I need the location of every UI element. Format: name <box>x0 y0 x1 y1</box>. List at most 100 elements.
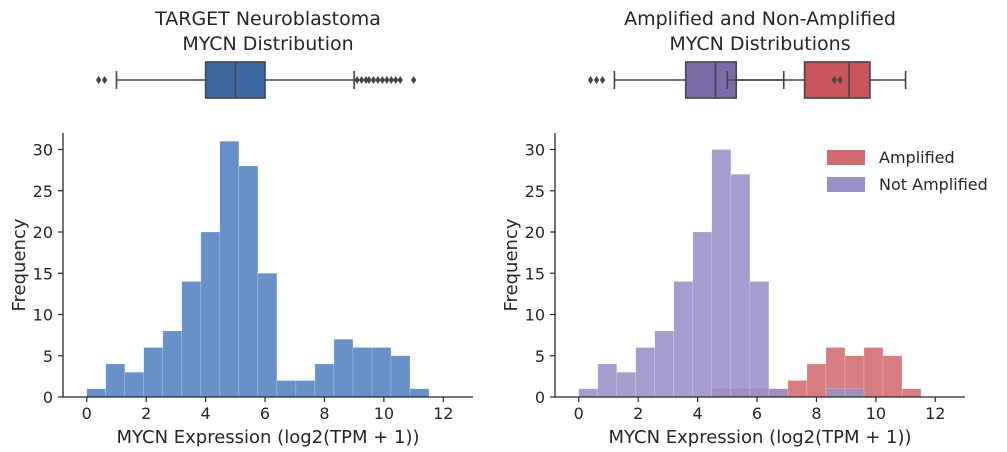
left-x-tick-label-8: 8 <box>319 404 329 423</box>
right-bar-s0-17 <box>901 388 922 398</box>
right-box0-outlier-1 <box>593 76 600 84</box>
left-bar-s0-2 <box>124 372 145 398</box>
legend-label-amplified: Amplified <box>879 148 955 167</box>
right-box0-outlier-2 <box>599 76 606 84</box>
left-bar-s0-13 <box>333 339 354 398</box>
left-x-tick-label-6: 6 <box>260 404 270 423</box>
right-x-tick-label-4: 4 <box>693 404 703 423</box>
left-bar-s0-7 <box>219 141 240 398</box>
left-bar-s0-14 <box>352 347 373 398</box>
right-bar-s0-16 <box>882 355 903 398</box>
right-x-ticks: 0 2 4 6 8 10 12 <box>574 397 945 423</box>
left-bar-s0-15 <box>371 347 392 398</box>
left-title-line-2: MYCN Distribution <box>182 33 353 55</box>
right-x-tick-label-0: 0 <box>574 404 584 423</box>
right-y-axis-label: Frequency <box>501 218 522 311</box>
left-y-ticks: 0 5 10 15 20 25 30 <box>33 141 63 407</box>
left-box0-outlier-7 <box>375 76 381 84</box>
left-box0-outlier-2 <box>354 76 360 84</box>
left-box0-outlier-8 <box>379 76 385 84</box>
right-y-tick-label-5: 5 <box>535 347 545 366</box>
right-panel: Amplified and Non-Amplified MYCN Distrib… <box>501 8 988 448</box>
right-x-tick-label-6: 6 <box>752 404 762 423</box>
right-box0-outlier-0 <box>588 76 594 84</box>
right-title-line-1: Amplified and Non-Amplified <box>624 8 896 30</box>
left-box0-outlier-1 <box>101 76 108 84</box>
left-bar-s0-5 <box>181 281 202 398</box>
left-bar-s0-3 <box>143 347 164 398</box>
right-bar-s1-7 <box>711 149 732 398</box>
left-y-tick-label-10: 10 <box>33 306 53 325</box>
left-y-tick-label-0: 0 <box>43 388 53 407</box>
right-bar-s1-2 <box>616 372 637 398</box>
left-bar-s0-8 <box>238 165 259 398</box>
left-box0-outlier-11 <box>393 76 399 84</box>
left-box0-outlier-4 <box>363 76 369 84</box>
right-bar-s1-9 <box>749 281 770 398</box>
left-box0-outlier-12 <box>397 76 403 84</box>
right-bar-s1-5 <box>673 281 694 398</box>
right-y-tick-label-0: 0 <box>535 388 545 407</box>
right-histogram-bars <box>578 149 922 398</box>
right-bar-s1-13 <box>825 388 846 398</box>
left-title-line-1: TARGET Neuroblastoma <box>154 8 381 30</box>
left-x-tick-label-0: 0 <box>82 404 92 423</box>
left-x-axis-label: MYCN Expression (log2(TPM + 1)) <box>116 427 419 448</box>
right-bar-s1-1 <box>597 363 618 398</box>
right-box1-iqr-box <box>803 61 871 99</box>
left-bar-s0-1 <box>105 363 126 398</box>
left-boxplot <box>96 61 417 99</box>
right-bar-s0-11 <box>787 380 808 398</box>
left-bar-s0-0 <box>86 388 107 398</box>
right-bar-s1-10 <box>768 388 789 398</box>
right-y-ticks: 0 5 10 15 20 25 30 <box>525 141 555 407</box>
left-x-ticks: 0 2 4 6 8 10 12 <box>82 397 453 423</box>
left-bar-s0-11 <box>295 380 316 398</box>
right-x-tick-label-10: 10 <box>866 404 886 423</box>
right-x-axis-label: MYCN Expression (log2(TPM + 1)) <box>608 427 911 448</box>
left-bar-s0-17 <box>409 388 430 398</box>
left-bar-s0-12 <box>314 363 335 398</box>
left-bar-s0-4 <box>162 330 183 398</box>
left-y-tick-label-30: 30 <box>33 141 53 160</box>
right-x-tick-label-8: 8 <box>811 404 821 423</box>
left-bar-s0-6 <box>200 231 221 398</box>
left-y-tick-label-20: 20 <box>33 223 53 242</box>
legend-swatch-not-amplified <box>827 177 865 192</box>
right-box1-outlier-1 <box>837 76 843 84</box>
right-y-tick-label-10: 10 <box>525 306 545 325</box>
right-bar-s1-4 <box>654 330 675 398</box>
left-box0-outlier-13 <box>410 76 417 84</box>
right-bar-s1-8 <box>730 174 751 398</box>
left-box0-outlier-9 <box>384 76 390 84</box>
left-x-tick-label-10: 10 <box>374 404 394 423</box>
right-y-tick-label-25: 25 <box>525 182 545 201</box>
left-y-axis-label: Frequency <box>9 218 30 311</box>
left-x-tick-label-4: 4 <box>201 404 211 423</box>
legend-swatch-amplified <box>827 150 865 165</box>
left-box0-outlier-5 <box>366 76 372 84</box>
left-bar-s0-16 <box>390 355 411 398</box>
left-box0-outlier-6 <box>370 76 377 84</box>
right-y-tick-label-15: 15 <box>525 264 545 283</box>
left-box0-outlier-10 <box>388 76 394 84</box>
left-y-tick-label-5: 5 <box>43 347 53 366</box>
left-panel: TARGET Neuroblastoma MYCN Distribution 0… <box>9 8 473 448</box>
left-x-tick-label-2: 2 <box>141 404 151 423</box>
left-y-tick-label-25: 25 <box>33 182 53 201</box>
right-boxplots <box>588 61 907 99</box>
legend-label-not-amplified: Not Amplified <box>879 175 988 194</box>
right-bar-s1-14 <box>844 388 865 398</box>
right-bar-s1-3 <box>635 347 656 398</box>
left-y-tick-label-15: 15 <box>33 264 53 283</box>
left-box0-outlier-3 <box>358 76 365 84</box>
right-title-line-2: MYCN Distributions <box>669 33 850 55</box>
right-bar-s1-0 <box>578 388 599 398</box>
right-bar-s1-6 <box>692 231 713 398</box>
left-bar-s0-9 <box>257 273 278 398</box>
right-bar-s0-15 <box>863 347 884 398</box>
right-y-tick-label-30: 30 <box>525 141 545 160</box>
right-box1-outlier-0 <box>831 76 837 84</box>
right-bar-s0-12 <box>806 363 827 398</box>
